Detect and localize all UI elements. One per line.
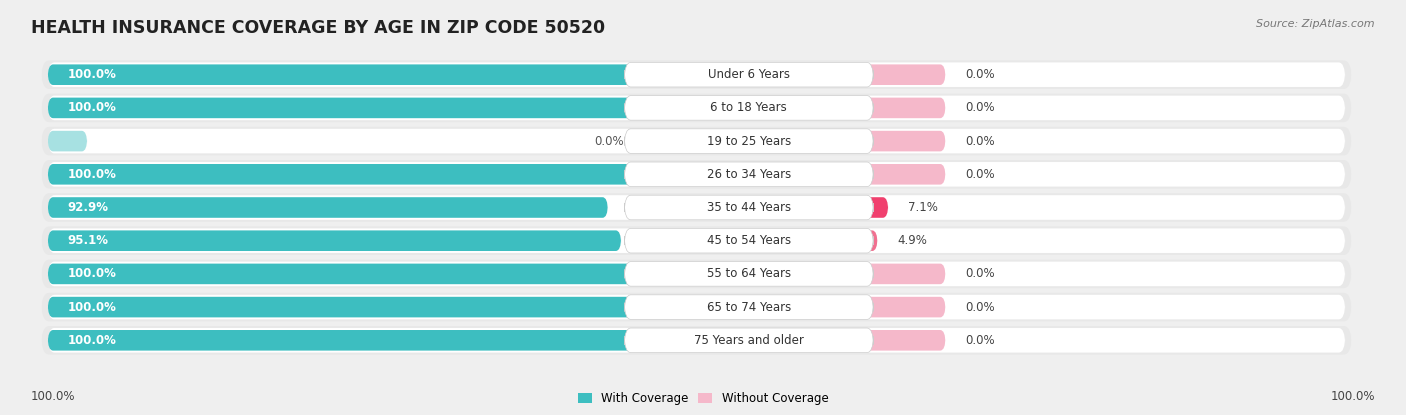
Legend: With Coverage, Without Coverage: With Coverage, Without Coverage <box>572 387 834 410</box>
FancyBboxPatch shape <box>41 127 1351 155</box>
Text: Source: ZipAtlas.com: Source: ZipAtlas.com <box>1257 19 1375 29</box>
FancyBboxPatch shape <box>48 164 651 185</box>
FancyBboxPatch shape <box>853 264 945 284</box>
Text: 35 to 44 Years: 35 to 44 Years <box>707 201 792 214</box>
FancyBboxPatch shape <box>41 293 1351 321</box>
FancyBboxPatch shape <box>48 197 607 218</box>
Text: 0.0%: 0.0% <box>965 300 994 314</box>
Text: 0.0%: 0.0% <box>965 334 994 347</box>
FancyBboxPatch shape <box>48 98 651 118</box>
FancyBboxPatch shape <box>48 162 1346 187</box>
FancyBboxPatch shape <box>853 98 945 118</box>
FancyBboxPatch shape <box>624 328 873 353</box>
Text: 100.0%: 100.0% <box>67 68 117 81</box>
FancyBboxPatch shape <box>48 261 1346 286</box>
Text: 26 to 34 Years: 26 to 34 Years <box>707 168 792 181</box>
FancyBboxPatch shape <box>41 160 1351 188</box>
FancyBboxPatch shape <box>41 94 1351 122</box>
FancyBboxPatch shape <box>624 162 873 187</box>
Text: 65 to 74 Years: 65 to 74 Years <box>707 300 792 314</box>
Text: 0.0%: 0.0% <box>965 168 994 181</box>
Text: HEALTH INSURANCE COVERAGE BY AGE IN ZIP CODE 50520: HEALTH INSURANCE COVERAGE BY AGE IN ZIP … <box>31 19 605 37</box>
Text: 7.1%: 7.1% <box>908 201 938 214</box>
FancyBboxPatch shape <box>41 61 1351 89</box>
FancyBboxPatch shape <box>853 230 877 251</box>
FancyBboxPatch shape <box>41 326 1351 354</box>
Text: 6 to 18 Years: 6 to 18 Years <box>710 101 787 115</box>
FancyBboxPatch shape <box>853 164 945 185</box>
Text: 100.0%: 100.0% <box>67 101 117 115</box>
FancyBboxPatch shape <box>48 131 87 151</box>
FancyBboxPatch shape <box>624 129 873 154</box>
FancyBboxPatch shape <box>41 260 1351 288</box>
Text: 0.0%: 0.0% <box>965 68 994 81</box>
Text: 75 Years and older: 75 Years and older <box>695 334 804 347</box>
Text: 55 to 64 Years: 55 to 64 Years <box>707 267 792 281</box>
FancyBboxPatch shape <box>624 228 873 253</box>
FancyBboxPatch shape <box>48 95 1346 120</box>
FancyBboxPatch shape <box>853 297 945 317</box>
Text: 100.0%: 100.0% <box>67 168 117 181</box>
FancyBboxPatch shape <box>48 295 1346 320</box>
Text: 0.0%: 0.0% <box>965 101 994 115</box>
FancyBboxPatch shape <box>41 227 1351 255</box>
FancyBboxPatch shape <box>624 95 873 120</box>
Text: 0.0%: 0.0% <box>965 134 994 148</box>
FancyBboxPatch shape <box>624 261 873 286</box>
Text: 0.0%: 0.0% <box>965 267 994 281</box>
Text: 19 to 25 Years: 19 to 25 Years <box>707 134 792 148</box>
FancyBboxPatch shape <box>48 328 1346 353</box>
FancyBboxPatch shape <box>48 62 1346 87</box>
FancyBboxPatch shape <box>48 195 1346 220</box>
Text: 0.0%: 0.0% <box>595 134 624 148</box>
FancyBboxPatch shape <box>853 197 889 218</box>
FancyBboxPatch shape <box>853 131 945 151</box>
FancyBboxPatch shape <box>48 264 651 284</box>
Text: 95.1%: 95.1% <box>67 234 108 247</box>
FancyBboxPatch shape <box>48 228 1346 253</box>
Text: 100.0%: 100.0% <box>67 300 117 314</box>
Text: 100.0%: 100.0% <box>67 334 117 347</box>
FancyBboxPatch shape <box>624 295 873 320</box>
FancyBboxPatch shape <box>853 330 945 351</box>
FancyBboxPatch shape <box>48 64 651 85</box>
Text: 100.0%: 100.0% <box>67 267 117 281</box>
Text: 100.0%: 100.0% <box>31 390 76 403</box>
FancyBboxPatch shape <box>48 297 651 317</box>
Text: 45 to 54 Years: 45 to 54 Years <box>707 234 792 247</box>
FancyBboxPatch shape <box>48 330 651 351</box>
Text: Under 6 Years: Under 6 Years <box>707 68 790 81</box>
Text: 100.0%: 100.0% <box>1330 390 1375 403</box>
FancyBboxPatch shape <box>624 62 873 87</box>
Text: 92.9%: 92.9% <box>67 201 108 214</box>
FancyBboxPatch shape <box>624 195 873 220</box>
FancyBboxPatch shape <box>48 230 621 251</box>
FancyBboxPatch shape <box>41 193 1351 222</box>
Text: 4.9%: 4.9% <box>897 234 927 247</box>
FancyBboxPatch shape <box>853 64 945 85</box>
FancyBboxPatch shape <box>48 129 1346 154</box>
